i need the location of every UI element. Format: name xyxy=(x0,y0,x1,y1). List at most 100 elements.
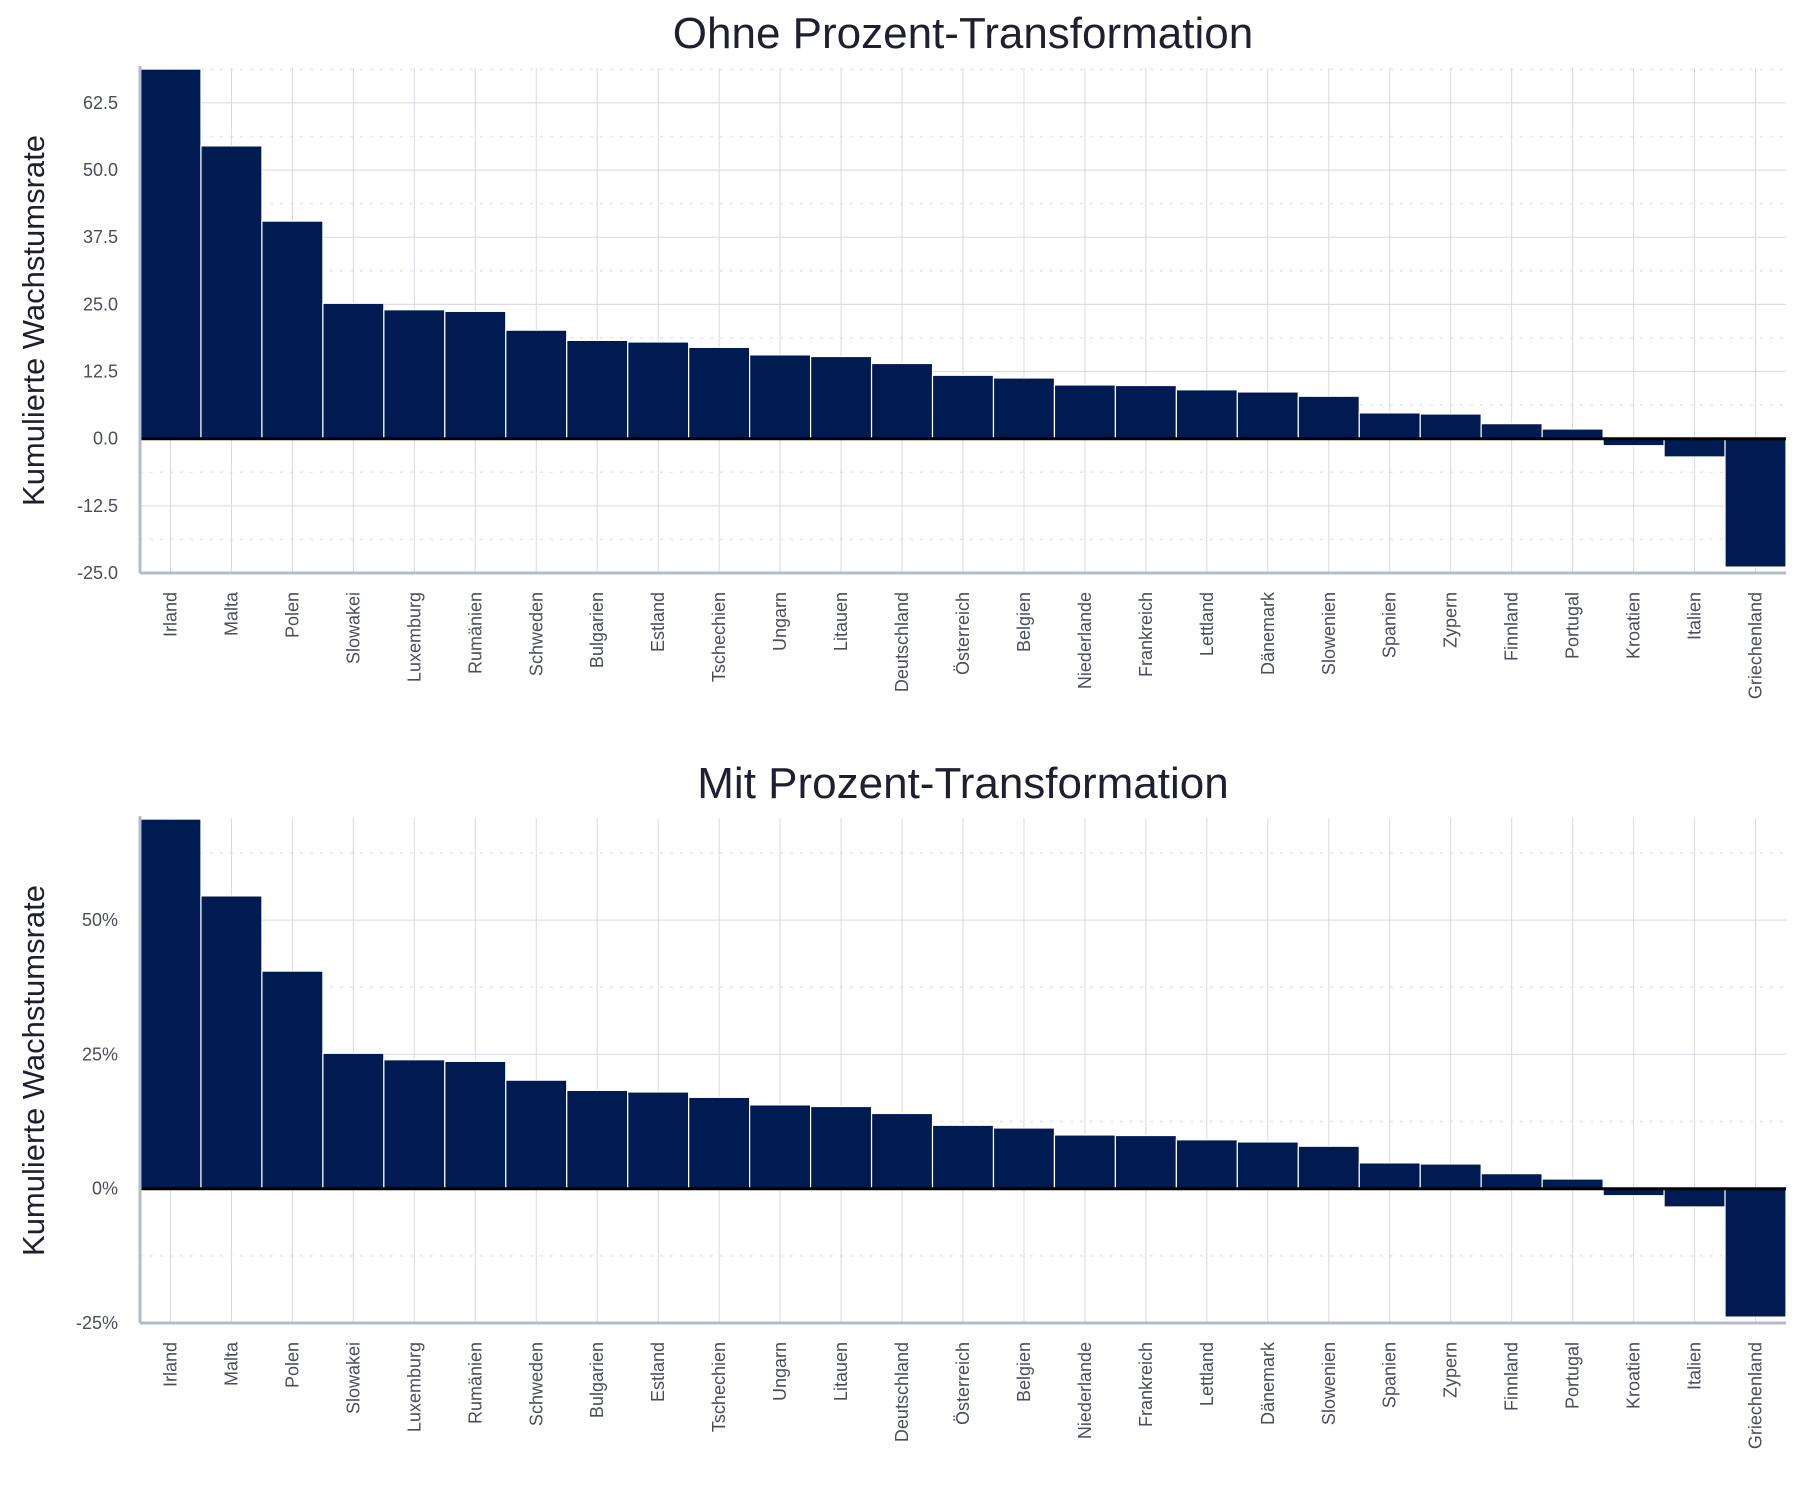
bar-österreich xyxy=(933,375,994,438)
x-tick-label: Luxemburg xyxy=(404,1342,424,1432)
bar-tschechien xyxy=(689,1097,750,1188)
x-tick-label: Rumänien xyxy=(465,592,485,674)
bar-italien xyxy=(1664,439,1725,457)
y-axis-label: Kumulierte Wachstumsrate xyxy=(16,135,51,506)
x-tick-label: Italien xyxy=(1685,1342,1705,1390)
bar-österreich xyxy=(933,1125,994,1188)
y-tick-label: 50% xyxy=(82,910,118,930)
x-tick-label: Irland xyxy=(160,592,180,637)
x-tick-label: Slowakei xyxy=(343,592,363,664)
bar-dänemark xyxy=(1237,392,1298,439)
bar-irland xyxy=(140,819,201,1189)
x-tick-label: Polen xyxy=(282,1342,302,1388)
bar-slowakei xyxy=(323,1053,384,1188)
x-tick-label: Niederlande xyxy=(1075,592,1095,689)
x-tick-label: Kroatien xyxy=(1624,592,1644,659)
x-tick-label: Kroatien xyxy=(1624,1342,1644,1409)
bar-litauen xyxy=(811,356,872,438)
x-tick-label: Polen xyxy=(282,592,302,638)
bar-lettland xyxy=(1176,390,1237,439)
bar-griechenland xyxy=(1725,439,1786,567)
bar-griechenland xyxy=(1725,1189,1786,1317)
bar-bulgarien xyxy=(567,340,628,438)
x-tick-label: Rumänien xyxy=(465,1342,485,1424)
y-tick-label: 0% xyxy=(92,1179,118,1199)
bar-schweden xyxy=(506,330,567,439)
x-tick-label: Slowenien xyxy=(1319,592,1339,675)
x-tick-label: Österreich xyxy=(953,1342,973,1425)
chart-panel-absolute: Ohne Prozent-Transformation Kumulierte Wa… xyxy=(0,0,1800,750)
y-tick-label: 25.0 xyxy=(83,294,118,314)
bar-belgien xyxy=(993,378,1054,439)
bar-malta xyxy=(201,896,262,1189)
x-tick-label: Dänemark xyxy=(1258,591,1278,675)
bar-rumänien xyxy=(445,1061,506,1188)
x-tick-label: Slowakei xyxy=(343,1342,363,1414)
x-tick-label: Schweden xyxy=(526,592,546,676)
bar-lettland xyxy=(1176,1140,1237,1189)
bar-estland xyxy=(628,1092,689,1189)
x-tick-label: Lettland xyxy=(1197,592,1217,656)
x-tick-label: Tschechien xyxy=(709,592,729,682)
bar-zypern xyxy=(1420,414,1481,439)
bar-schweden xyxy=(506,1080,567,1189)
x-tick-label: Belgien xyxy=(1014,1342,1034,1402)
bar-polen xyxy=(262,971,323,1189)
bar-slowenien xyxy=(1298,1146,1359,1188)
bar-chart-percent: Mit Prozent-TransformationKumulierte Wac… xyxy=(0,750,1800,1500)
x-tick-label: Ungarn xyxy=(770,592,790,651)
x-tick-label: Italien xyxy=(1685,592,1705,640)
x-tick-label: Estland xyxy=(648,592,668,652)
y-tick-label: 62.5 xyxy=(83,93,118,113)
y-tick-label: 12.5 xyxy=(83,362,118,382)
bar-litauen xyxy=(811,1106,872,1188)
bar-finnland xyxy=(1481,1174,1542,1189)
bar-spanien xyxy=(1359,413,1420,439)
x-tick-label: Schweden xyxy=(526,1342,546,1426)
x-tick-label: Bulgarien xyxy=(587,592,607,668)
bar-tschechien xyxy=(689,347,750,438)
bar-niederlande xyxy=(1054,385,1115,439)
bar-frankreich xyxy=(1115,386,1176,439)
bar-belgien xyxy=(993,1128,1054,1189)
bar-slowakei xyxy=(323,303,384,438)
x-tick-label: Finnland xyxy=(1502,1342,1522,1411)
bar-frankreich xyxy=(1115,1136,1176,1189)
x-tick-label: Luxemburg xyxy=(404,592,424,682)
x-tick-label: Frankreich xyxy=(1136,592,1156,677)
x-tick-label: Zypern xyxy=(1441,592,1461,648)
x-tick-label: Portugal xyxy=(1563,1342,1583,1409)
x-tick-label: Frankreich xyxy=(1136,1342,1156,1427)
x-tick-label: Griechenland xyxy=(1746,592,1766,699)
bar-deutschland xyxy=(872,363,933,438)
x-tick-label: Finnland xyxy=(1502,592,1522,661)
y-tick-label: -12.5 xyxy=(77,496,118,516)
x-tick-label: Litauen xyxy=(831,592,851,651)
bar-deutschland xyxy=(872,1113,933,1188)
bar-finnland xyxy=(1481,424,1542,439)
bar-spanien xyxy=(1359,1163,1420,1189)
x-tick-label: Belgien xyxy=(1014,592,1034,652)
bar-ungarn xyxy=(750,355,811,439)
x-tick-label: Irland xyxy=(160,1342,180,1387)
x-tick-label: Spanien xyxy=(1380,1342,1400,1408)
bar-luxemburg xyxy=(384,1060,445,1189)
x-tick-label: Deutschland xyxy=(892,592,912,692)
x-tick-label: Spanien xyxy=(1380,592,1400,658)
bar-zypern xyxy=(1420,1164,1481,1189)
chart-title: Ohne Prozent-Transformation xyxy=(673,9,1253,58)
x-tick-label: Ungarn xyxy=(770,1342,790,1401)
bar-irland xyxy=(140,69,201,439)
bar-italien xyxy=(1664,1189,1725,1207)
x-tick-label: Malta xyxy=(221,591,241,636)
x-tick-label: Slowenien xyxy=(1319,1342,1339,1425)
x-tick-label: Lettland xyxy=(1197,1342,1217,1406)
y-tick-label: -25.0 xyxy=(77,563,118,583)
bar-ungarn xyxy=(750,1105,811,1189)
y-tick-label: 50.0 xyxy=(83,160,118,180)
bar-luxemburg xyxy=(384,310,445,439)
x-tick-label: Tschechien xyxy=(709,1342,729,1432)
bar-dänemark xyxy=(1237,1142,1298,1189)
bar-chart-absolute: Ohne Prozent-Transformation Kumulierte Wa… xyxy=(0,0,1800,750)
